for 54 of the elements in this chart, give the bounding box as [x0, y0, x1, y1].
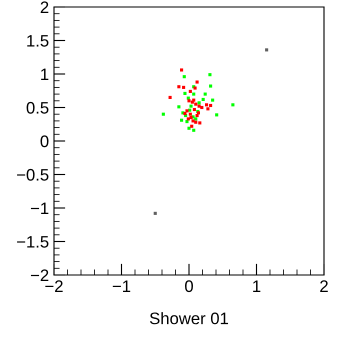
point [190, 124, 194, 128]
y-tick-label: −0.5 [17, 168, 48, 181]
point [154, 212, 157, 215]
point [209, 84, 212, 88]
point [200, 106, 204, 110]
y-tick-label: −2 [30, 269, 48, 282]
point [185, 109, 189, 112]
point [194, 102, 198, 106]
point [188, 90, 192, 93]
point [186, 117, 190, 120]
point [180, 118, 184, 122]
x-tick-label: −1 [112, 280, 130, 292]
point [204, 103, 208, 106]
point [194, 120, 198, 124]
point [265, 48, 268, 52]
point [177, 105, 180, 108]
point [182, 86, 186, 89]
point [198, 121, 202, 124]
point [208, 73, 212, 76]
point [202, 98, 205, 102]
x-axis-title: Shower 01 [150, 312, 228, 324]
y-tick-label: 2 [40, 1, 48, 14]
point [206, 107, 210, 110]
point [162, 112, 165, 116]
point [215, 113, 218, 116]
point [198, 104, 201, 108]
point [182, 75, 186, 78]
point [187, 99, 191, 102]
point [198, 101, 201, 104]
point [177, 85, 180, 88]
point [196, 80, 199, 84]
point [192, 108, 196, 112]
x-tick-label: 2 [320, 280, 328, 292]
point [188, 112, 192, 116]
point [168, 96, 172, 100]
point [194, 117, 198, 120]
point [204, 92, 207, 96]
y-tick-label: 1.5 [27, 35, 48, 47]
x-tick-label: 0 [185, 280, 193, 292]
point [192, 92, 196, 96]
y-tick-label: 0 [40, 135, 48, 148]
point [211, 98, 214, 102]
y-tick-label: 0.5 [26, 102, 48, 114]
y-tick-label: −1.5 [17, 236, 48, 248]
y-tick-label: 1 [41, 68, 48, 80]
x-tick-label: 1 [253, 280, 260, 292]
point [231, 103, 234, 106]
point [209, 104, 212, 108]
point [187, 126, 191, 130]
point [189, 104, 193, 108]
point [180, 68, 184, 72]
point [192, 128, 196, 132]
point [183, 92, 187, 95]
y-tick-label: −1 [30, 202, 48, 214]
